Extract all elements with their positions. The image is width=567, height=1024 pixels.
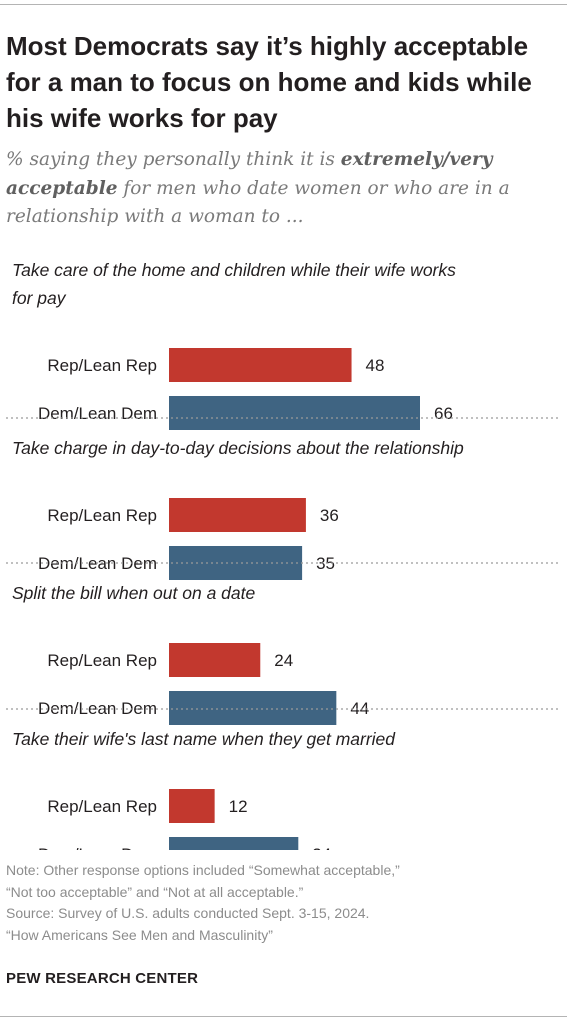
brand-logo-text: PEW RESEARCH CENTER [6,970,199,987]
chart-title: Most Democrats say it’s highly acceptabl… [6,31,532,133]
data-label: 34 [312,845,331,850]
chart-subtitle: % saying they personally think it is ext… [6,146,561,232]
bar [169,643,261,677]
group-label: for pay [12,288,67,308]
data-label: 24 [274,651,293,670]
series-label: Rep/Lean Rep [47,651,157,670]
data-label: 35 [316,554,335,573]
subtitle-emphasis: extremely/very acceptable [6,149,493,199]
note-line-2: “Not too acceptable” and “Not at all acc… [6,883,304,900]
bar [169,396,420,430]
bar [169,348,352,382]
group-label: Take charge in day-to-day decisions abou… [12,438,464,458]
bar [169,691,337,725]
series-label: Rep/Lean Rep [47,506,157,525]
series-label: Dem/Lean Dem [38,404,157,423]
data-label: 66 [434,404,453,423]
source-line-1: Source: Survey of U.S. adults conducted … [6,905,370,921]
data-label: 36 [320,506,339,525]
bar [169,498,306,532]
bar-chart: Take care of the home and children while… [6,260,561,850]
subtitle-tail: for men who date women or who are in a r… [6,177,510,228]
footer-notes: Note: Other response options included “S… [6,860,561,946]
data-label: 44 [350,699,369,718]
series-label: Rep/Lean Rep [47,797,157,816]
note-line-1: Note: Other response options included “S… [6,862,400,878]
bottom-rule [0,1016,567,1017]
series-label: Rep/Lean Rep [47,356,157,375]
bar [169,789,215,823]
top-rule [0,4,567,5]
group-label: Take care of the home and children while… [12,260,456,280]
series-label: Dem/Lean Dem [38,845,157,850]
source-line-2: “How Americans See Men and Masculinity” [6,926,273,943]
subtitle-lead: % saying they personally think it is [6,149,341,170]
data-label: 48 [366,356,385,375]
group-label: Split the bill when out on a date [12,583,255,603]
bar [169,837,299,850]
data-label: 12 [229,797,248,816]
group-label: Take their wife's last name when they ge… [12,729,396,749]
